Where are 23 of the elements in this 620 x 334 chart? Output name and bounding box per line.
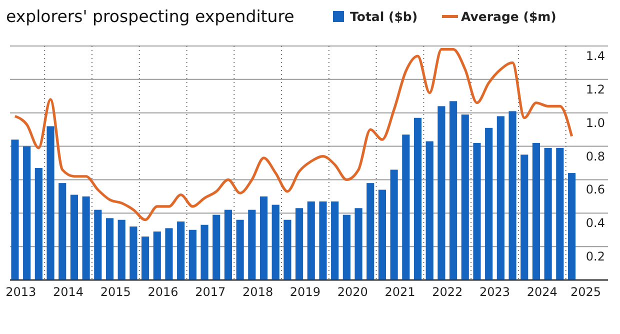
x-tick-label: 2019	[290, 285, 320, 299]
y-tick-label: 0.6	[586, 182, 605, 197]
x-tick-label: 2025	[570, 285, 601, 299]
y-tick-label: 0.8	[586, 149, 605, 164]
y-tick-label: 0.4	[586, 216, 605, 230]
x-tick-label: 2018	[242, 285, 274, 299]
legend-label: Total ($b)	[350, 9, 418, 24]
x-tick-label: 2021	[384, 285, 416, 299]
x-tick-label: 2016	[148, 285, 178, 299]
y-tick-label: 0.2	[586, 250, 605, 264]
y-tick-label: 1.4	[586, 49, 605, 63]
legend-label: Average ($m)	[461, 9, 556, 24]
x-tick-label: 2014	[53, 285, 84, 299]
x-tick-label: 2022	[432, 285, 463, 299]
x-tick-label: 2017	[195, 285, 226, 299]
x-tick-label: 2013	[6, 285, 36, 299]
x-tick-label: 2015	[100, 285, 131, 299]
y-tick-label: 1.2	[586, 82, 605, 96]
x-tick-label: 2020	[337, 285, 368, 299]
y-tick-label: 1.0	[586, 116, 605, 130]
chart-title: explorers' prospecting expenditure	[6, 7, 294, 26]
x-tick-label: 2024	[526, 285, 558, 299]
x-tick-label: 2023	[479, 285, 510, 299]
